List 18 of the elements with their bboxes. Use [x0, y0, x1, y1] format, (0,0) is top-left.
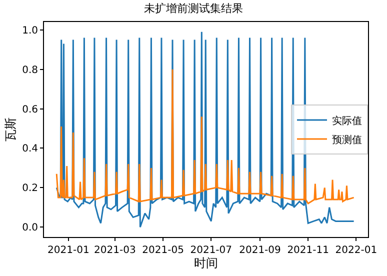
y-tick-label: 0.4 — [22, 144, 38, 155]
chart-title: 未扩增前测试集结果 — [144, 2, 243, 15]
x-tick-label: 2021-07 — [190, 245, 232, 256]
x-tick-label: 2021-01 — [48, 245, 90, 256]
y-tick-label: 0.0 — [22, 222, 38, 234]
x-tick-label: 2021-05 — [142, 245, 184, 256]
y-tick-label: 0.2 — [22, 183, 38, 194]
y-tick-label: 1.0 — [22, 25, 38, 36]
x-tick-label: 2021-11 — [287, 245, 329, 256]
y-tick-label: 0.8 — [22, 64, 38, 76]
legend-label: 实际值 — [332, 114, 362, 127]
x-tick-label: 2021-09 — [239, 245, 281, 256]
x-tick-label: 2022-01 — [335, 245, 378, 256]
x-axis-title: 时间 — [194, 256, 218, 270]
y-axis-title: 瓦斯 — [3, 118, 18, 142]
y-tick-label: 0.6 — [22, 104, 38, 116]
legend-label: 预测值 — [332, 134, 362, 146]
x-tick-label: 2021-03 — [94, 245, 136, 256]
